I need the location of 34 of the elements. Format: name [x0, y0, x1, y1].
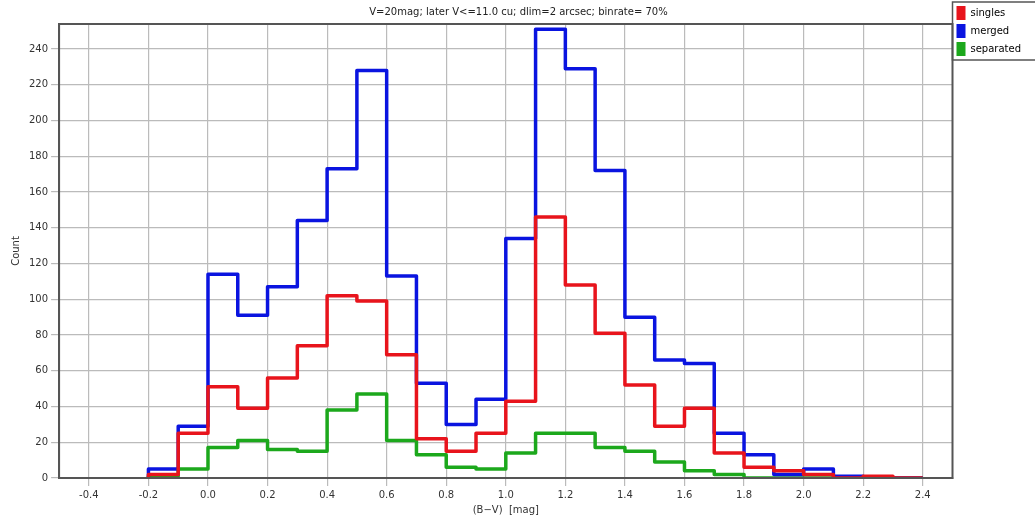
- y-tick-label: 200: [28, 114, 49, 126]
- y-tick-label: 180: [28, 149, 49, 161]
- x-tick-label: 0.0: [200, 488, 216, 500]
- y-tick-label: 140: [28, 221, 49, 233]
- x-tick-label: 1.0: [497, 488, 514, 500]
- x-tick-label: -0.4: [79, 488, 99, 500]
- x-tick-label: 0.6: [378, 488, 395, 500]
- chart-title: V=20mag; later V<=11.0 cu; dlim=2 arcsec; binrate= 70%: [369, 5, 668, 17]
- y-tick-label: 40: [35, 400, 49, 412]
- y-tick-label: 160: [28, 185, 49, 197]
- x-tick-label: 2.2: [855, 488, 872, 500]
- x-tick-label: 0.4: [319, 488, 336, 500]
- x-axis-title: (B−V) [mag]: [472, 503, 540, 515]
- y-axis-title: Count: [9, 236, 21, 266]
- y-tick-label: 220: [28, 78, 49, 90]
- x-tick-label: 0.2: [259, 488, 276, 500]
- x-tick-label: 1.8: [736, 488, 752, 500]
- x-tick-label: 2.0: [795, 488, 812, 500]
- x-tick-label: 0.8: [438, 488, 455, 500]
- y-tick-label: 100: [28, 292, 49, 304]
- x-tick-label: 1.2: [557, 488, 574, 500]
- legend-label: separated: [970, 42, 1021, 54]
- y-tick-label: 0: [41, 471, 49, 483]
- legend-label: singles: [970, 6, 1006, 18]
- y-tick-label: 60: [35, 364, 49, 376]
- y-tick-label: 240: [28, 42, 49, 54]
- legend-label: merged: [970, 24, 1010, 36]
- y-tick-label: 20: [35, 435, 49, 447]
- y-tick-label: 120: [28, 257, 49, 269]
- x-tick-label: 2.4: [914, 488, 931, 500]
- x-tick-label: 1.6: [676, 488, 693, 500]
- x-tick-label: -0.2: [138, 488, 159, 500]
- x-tick-label: 1.4: [616, 488, 633, 500]
- y-tick-label: 80: [35, 328, 49, 340]
